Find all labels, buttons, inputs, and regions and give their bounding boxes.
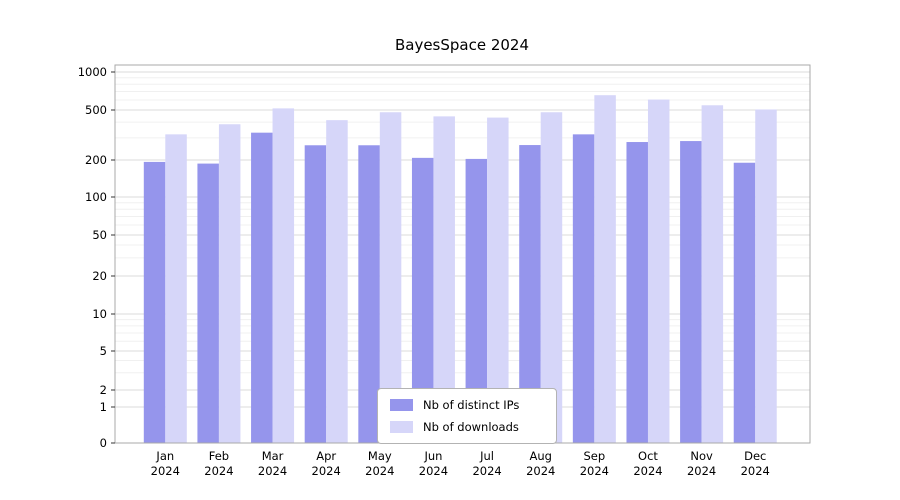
y-tick-label: 1000 <box>78 65 107 79</box>
x-tick-label-year: 2024 <box>580 464 609 478</box>
x-tick-label-year: 2024 <box>526 464 555 478</box>
bar-downloads <box>379 112 402 443</box>
bar-distinct-ips <box>251 132 273 444</box>
bar-distinct-ips <box>680 141 702 443</box>
x-tick-label-year: 2024 <box>204 464 233 478</box>
bar-distinct-ips <box>411 157 434 444</box>
x-tick-label-month: Sep <box>583 449 605 463</box>
bar-downloads <box>165 134 187 444</box>
x-tick-label-year: 2024 <box>365 464 394 478</box>
y-tick-label: 2 <box>100 383 107 397</box>
bar-distinct-ips <box>519 145 541 444</box>
x-tick-label-month: Nov <box>690 449 713 463</box>
y-tick-label: 20 <box>92 269 107 283</box>
x-tick-label-month: Jul <box>479 449 494 463</box>
bar-downloads <box>647 99 670 443</box>
bar-downloads <box>594 95 616 443</box>
y-tick-label: 100 <box>85 190 107 204</box>
x-tick-label-year: 2024 <box>687 464 716 478</box>
x-tick-label-month: Feb <box>209 449 229 463</box>
x-tick-label-month: Aug <box>529 449 551 463</box>
x-tick-label-year: 2024 <box>258 464 287 478</box>
bar-distinct-ips <box>197 163 219 443</box>
x-tick-label-month: Jun <box>423 449 442 463</box>
chart-title: BayesSpace 2024 <box>394 36 530 54</box>
x-tick-label-month: Jan <box>155 449 174 463</box>
bar-distinct-ips <box>465 158 488 443</box>
legend: Nb of distinct IPs Nb of downloads <box>377 388 557 444</box>
y-tick-label: 200 <box>85 153 107 167</box>
bar-distinct-ips <box>626 142 648 443</box>
x-tick-label-year: 2024 <box>419 464 448 478</box>
x-tick-label-month: Dec <box>744 449 766 463</box>
legend-item-distinct-ips: Nb of distinct IPs <box>390 398 544 412</box>
bar-distinct-ips <box>572 134 595 444</box>
x-tick-label-year: 2024 <box>312 464 341 478</box>
x-tick-label-year: 2024 <box>633 464 662 478</box>
bar-downloads <box>433 116 455 443</box>
bar-downloads <box>540 112 563 443</box>
bar-downloads <box>272 108 295 443</box>
x-tick-label-month: May <box>368 449 392 463</box>
y-tick-label: 500 <box>85 103 107 117</box>
x-tick-label-month: Mar <box>262 449 284 463</box>
y-tick-label: 5 <box>100 344 107 358</box>
bar-downloads <box>755 109 777 443</box>
bar-distinct-ips <box>304 145 327 443</box>
bar-downloads <box>487 117 509 443</box>
bar-distinct-ips <box>358 145 380 443</box>
bar-downloads <box>701 105 724 444</box>
legend-label-downloads: Nb of downloads <box>423 420 519 434</box>
x-tick-label-month: Oct <box>638 449 658 463</box>
y-tick-label: 1 <box>100 400 107 414</box>
bar-distinct-ips <box>143 161 166 443</box>
x-tick-label-year: 2024 <box>151 464 180 478</box>
x-tick-label-year: 2024 <box>741 464 770 478</box>
bar-downloads <box>218 124 241 443</box>
y-tick-label: 50 <box>92 228 107 242</box>
y-tick-label: 10 <box>92 307 107 321</box>
x-tick-label-year: 2024 <box>472 464 501 478</box>
legend-swatch-distinct-ips <box>390 399 413 411</box>
legend-item-downloads: Nb of downloads <box>390 420 544 434</box>
y-tick-label: 0 <box>100 436 107 450</box>
legend-swatch-downloads <box>390 421 413 433</box>
legend-label-distinct-ips: Nb of distinct IPs <box>423 398 520 412</box>
x-tick-label-month: Apr <box>316 449 336 463</box>
bar-downloads <box>326 120 348 443</box>
bar-distinct-ips <box>733 162 756 443</box>
